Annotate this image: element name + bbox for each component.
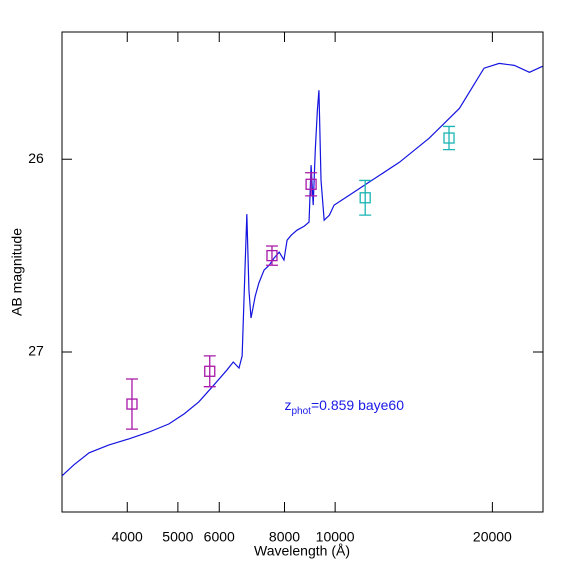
error-bar <box>203 355 216 388</box>
photometry-point <box>305 178 317 190</box>
annotation-z: z <box>285 397 292 413</box>
x-tick-label: 20000 <box>473 529 512 545</box>
error-bar <box>443 125 456 151</box>
y-axis-label: AB magnitude <box>9 228 25 316</box>
x-tick-label: 6000 <box>204 529 235 545</box>
photometry-point <box>443 132 455 144</box>
x-tick-label: 10000 <box>316 529 355 545</box>
photometry-point <box>266 249 278 262</box>
photometry-point <box>359 192 371 204</box>
plot-frame <box>61 31 544 513</box>
photometry-point <box>204 365 216 377</box>
x-tick-label: 8000 <box>269 529 300 545</box>
y-tick-label: 26 <box>28 150 44 166</box>
error-bar <box>125 378 138 430</box>
annotation-rest: =0.859 baye60 <box>311 397 404 413</box>
x-tick-label: 4000 <box>112 529 143 545</box>
annotation-sub: phot <box>292 406 312 417</box>
photometry-point <box>126 398 138 410</box>
x-tick-label: 5000 <box>162 529 193 545</box>
annotation: zphot=0.859 baye60 <box>285 397 405 417</box>
error-bar <box>359 179 372 216</box>
model-spectrum <box>62 62 543 477</box>
y-tick-label: 27 <box>28 343 44 359</box>
error-bar <box>265 245 278 266</box>
error-bar <box>305 172 318 197</box>
x-axis-label: Wavelength (Å) <box>254 543 350 559</box>
